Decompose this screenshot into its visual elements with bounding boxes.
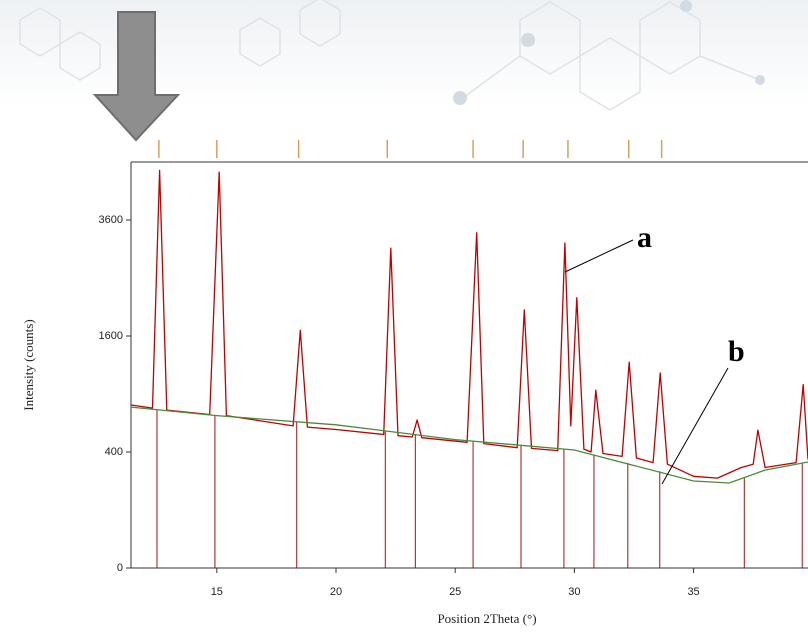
y-tick-label: 0 — [117, 562, 123, 574]
y-axis-label: Intensity (counts) — [21, 319, 36, 410]
x-tick-label: 20 — [330, 586, 342, 598]
y-tick-label: 1600 — [99, 330, 123, 342]
y-tick-label: 400 — [105, 446, 123, 458]
x-tick-label: 35 — [687, 586, 699, 598]
annotation-pointer — [661, 367, 729, 485]
background-line — [131, 406, 808, 484]
annotation: b — [728, 335, 745, 368]
x-tick-label: 25 — [449, 586, 461, 598]
x-tick-label: 15 — [211, 586, 223, 598]
y-tick-label: 3600 — [99, 214, 123, 226]
x-axis-label: Position 2Theta (°) — [437, 611, 536, 626]
x-tick-label: 30 — [568, 586, 580, 598]
arrow — [92, 11, 181, 142]
annotation: a — [637, 221, 652, 254]
plot-area — [131, 169, 808, 568]
pattern-line — [131, 169, 808, 479]
annotation-pointer — [564, 239, 634, 273]
